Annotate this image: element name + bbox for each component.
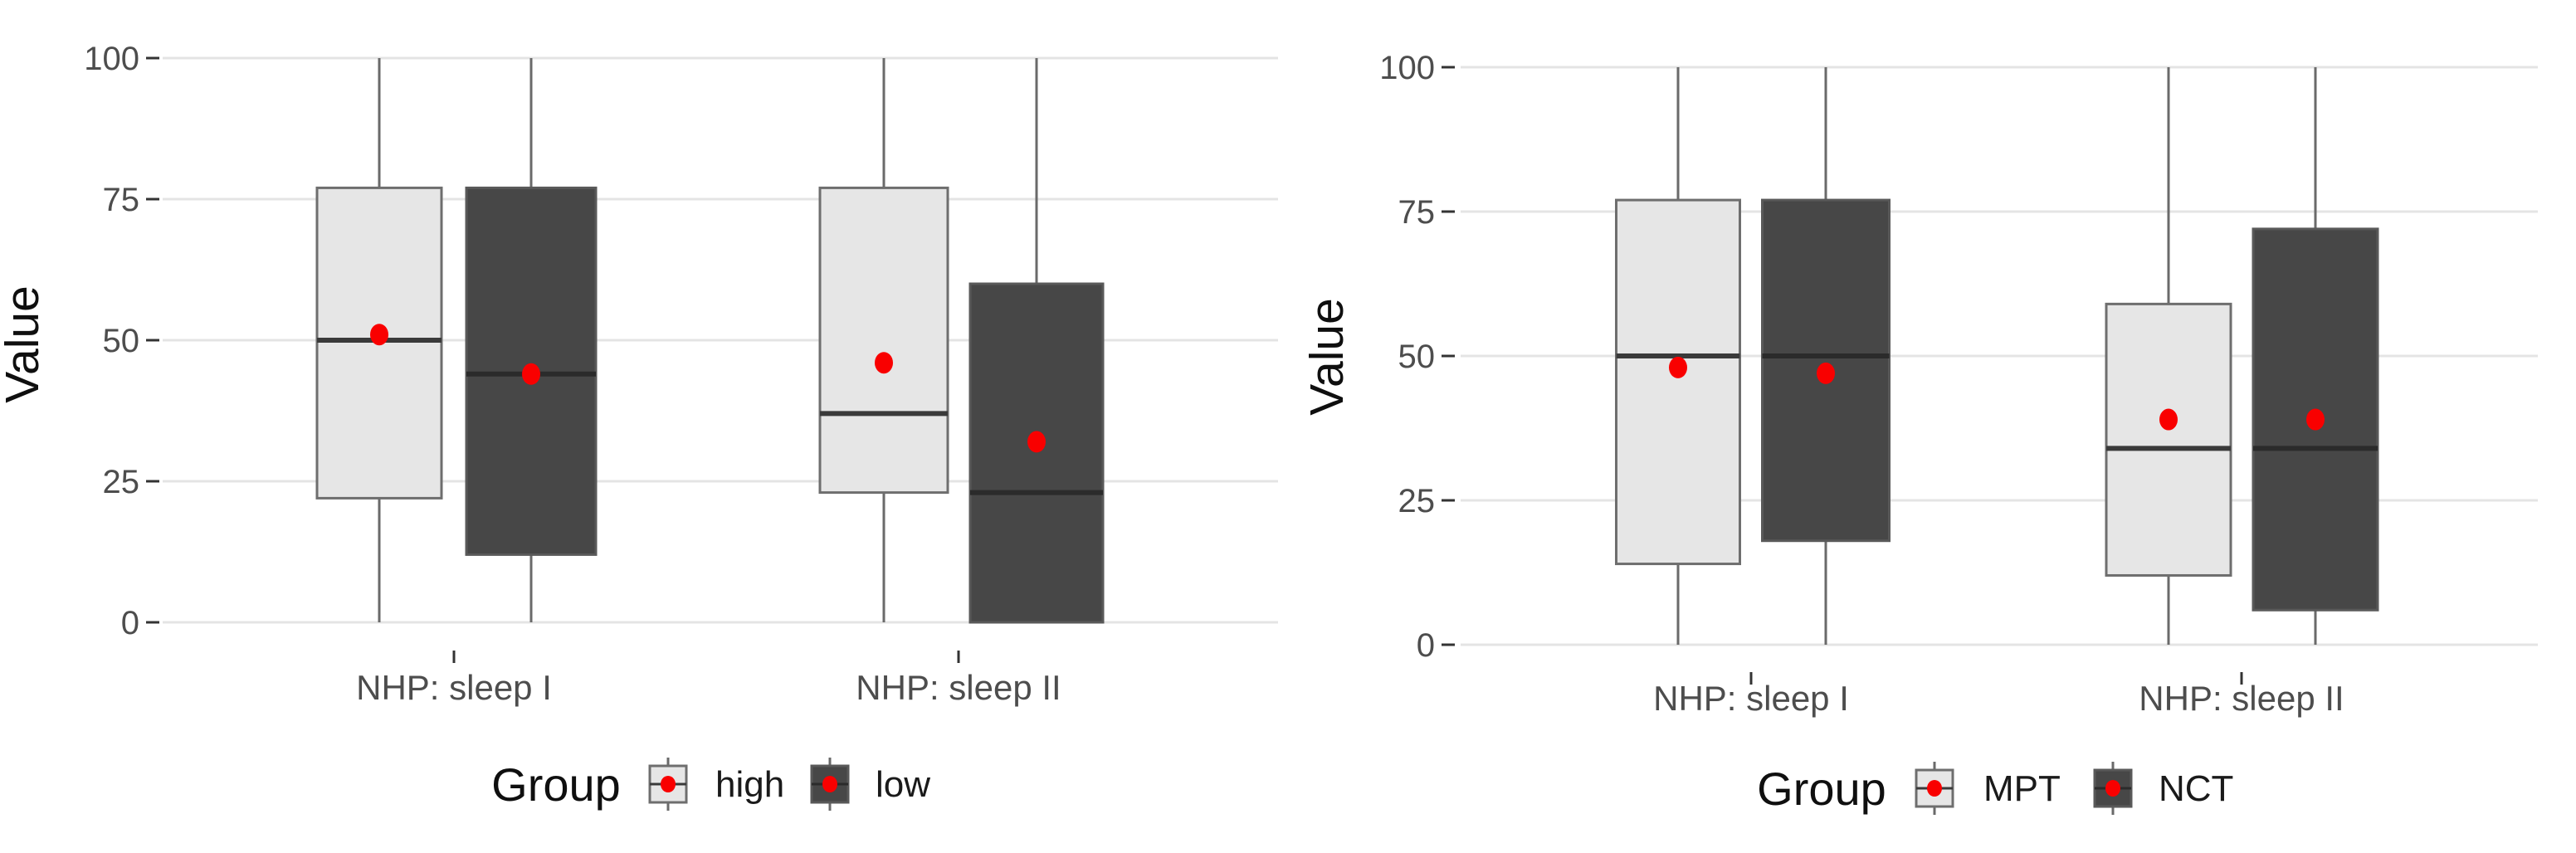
- y-tick-label-75: 75: [103, 182, 140, 218]
- legend-label-nct: NCT: [2159, 768, 2233, 809]
- mean-dot-nct-nhp-sleep-i: [1817, 362, 1835, 384]
- legend-title: Group: [1757, 763, 1886, 815]
- box-high-nhp-sleep-ii: [818, 186, 949, 495]
- y-tick-label-0: 0: [121, 605, 139, 641]
- y-tick-label-25: 25: [1398, 483, 1436, 519]
- y-tick-label-100: 100: [1379, 50, 1435, 86]
- x-category-label-nhp-sleep-i: NHP: sleep I: [1653, 679, 1849, 718]
- legend-key-mean-dot-nct: [2105, 780, 2120, 797]
- mean-dot-low-nhp-sleep-ii: [1027, 431, 1046, 453]
- legend-label-high: high: [715, 764, 784, 805]
- box-low-nhp-sleep-ii: [968, 282, 1105, 624]
- y-tick-label-75: 75: [1398, 194, 1436, 231]
- legend-key-mean-dot-low: [822, 776, 837, 792]
- legend-key-mean-dot-mpt: [1927, 780, 1942, 797]
- mean-dot-mpt-nhp-sleep-ii: [2159, 408, 2178, 431]
- x-category-label-nhp-sleep-ii: NHP: sleep II: [2139, 679, 2344, 718]
- box-mpt-nhp-sleep-i: [1615, 198, 1741, 566]
- mean-dot-high-nhp-sleep-i: [370, 324, 388, 346]
- y-tick-label-50: 50: [1398, 339, 1436, 375]
- y-tick-label-0: 0: [1417, 627, 1435, 664]
- x-category-label-nhp-sleep-ii: NHP: sleep II: [856, 668, 1061, 707]
- mean-dot-low-nhp-sleep-i: [522, 363, 540, 385]
- box-mpt-nhp-sleep-ii: [2105, 302, 2232, 577]
- legend-label-mpt: MPT: [1983, 768, 2061, 809]
- x-category-label-nhp-sleep-i: NHP: sleep I: [356, 668, 552, 707]
- mean-dot-mpt-nhp-sleep-i: [1669, 356, 1687, 378]
- legend-key-mean-dot-high: [661, 776, 676, 792]
- mean-dot-high-nhp-sleep-ii: [875, 352, 893, 374]
- y-tick-label-100: 100: [84, 41, 139, 77]
- y-axis-title: Value: [1300, 298, 1354, 416]
- y-tick-label-25: 25: [103, 464, 140, 500]
- y-axis-title: Value: [0, 285, 49, 403]
- mean-dot-nct-nhp-sleep-ii: [2306, 408, 2325, 431]
- y-tick-label-50: 50: [103, 323, 140, 359]
- legend-label-low: low: [876, 764, 930, 805]
- legend-title: Group: [491, 758, 621, 811]
